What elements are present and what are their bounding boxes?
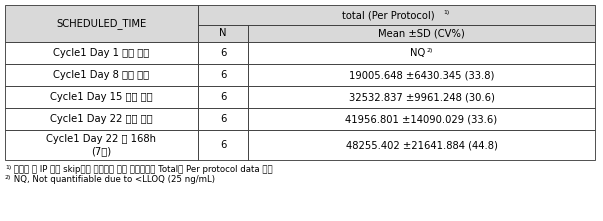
Text: 6: 6 bbox=[220, 114, 226, 124]
Bar bbox=[248, 25, 595, 42]
Text: 48255.402 ±21641.884 (44.8): 48255.402 ±21641.884 (44.8) bbox=[346, 140, 497, 150]
Bar bbox=[5, 130, 198, 160]
Text: NQ, Not quantifiable due to <LLOQ (25 ng/mL): NQ, Not quantifiable due to <LLOQ (25 ng… bbox=[11, 175, 215, 184]
Text: SCHEDULED_TIME: SCHEDULED_TIME bbox=[56, 18, 147, 29]
Bar bbox=[198, 108, 248, 130]
Text: Mean ±SD (CV%): Mean ±SD (CV%) bbox=[378, 29, 465, 38]
Text: 41956.801 ±14090.029 (33.6): 41956.801 ±14090.029 (33.6) bbox=[346, 114, 497, 124]
Bar bbox=[198, 5, 595, 25]
Text: total (Per Protocol): total (Per Protocol) bbox=[342, 10, 435, 20]
Text: Cycle1 Day 22 투여 직전: Cycle1 Day 22 투여 직전 bbox=[50, 114, 153, 124]
Bar bbox=[248, 130, 595, 160]
Bar bbox=[248, 86, 595, 108]
Text: 19005.648 ±6430.345 (33.8): 19005.648 ±6430.345 (33.8) bbox=[349, 70, 494, 80]
Text: 1): 1) bbox=[5, 165, 11, 170]
Bar bbox=[198, 130, 248, 160]
Text: N: N bbox=[219, 29, 227, 38]
Bar bbox=[248, 108, 595, 130]
Bar bbox=[248, 64, 595, 86]
Bar bbox=[248, 42, 595, 64]
Text: Cycle1 Day 1 투여 직전: Cycle1 Day 1 투여 직전 bbox=[54, 48, 150, 58]
Text: 6: 6 bbox=[220, 140, 226, 150]
Text: 6: 6 bbox=[220, 70, 226, 80]
Text: 6: 6 bbox=[220, 92, 226, 102]
Text: Cycle1 Day 8 투여 직전: Cycle1 Day 8 투여 직전 bbox=[54, 70, 150, 80]
Bar bbox=[5, 108, 198, 130]
Text: 32532.837 ±9961.248 (30.6): 32532.837 ±9961.248 (30.6) bbox=[349, 92, 494, 102]
Text: 2): 2) bbox=[426, 48, 433, 53]
Text: 1): 1) bbox=[443, 10, 450, 15]
Bar bbox=[198, 25, 248, 42]
Text: 6: 6 bbox=[220, 48, 226, 58]
Bar bbox=[198, 86, 248, 108]
Bar bbox=[198, 42, 248, 64]
Bar bbox=[5, 42, 198, 64]
Text: Cycle1 Day 15 투여 직전: Cycle1 Day 15 투여 직전 bbox=[50, 92, 153, 102]
Bar bbox=[198, 64, 248, 86]
Text: Cycle1 Day 22 후 168h
(7일): Cycle1 Day 22 후 168h (7일) bbox=[46, 134, 157, 156]
Text: 대상자 중 IP 투여 skip이나 체혁누락 등이 없었으로로 Total과 Per protocol data 일치: 대상자 중 IP 투여 skip이나 체혁누락 등이 없었으로로 Total과 … bbox=[11, 165, 273, 174]
Bar bbox=[5, 64, 198, 86]
Bar bbox=[5, 5, 198, 42]
Bar bbox=[5, 86, 198, 108]
Text: 2): 2) bbox=[5, 175, 11, 180]
Text: NQ: NQ bbox=[410, 48, 425, 58]
